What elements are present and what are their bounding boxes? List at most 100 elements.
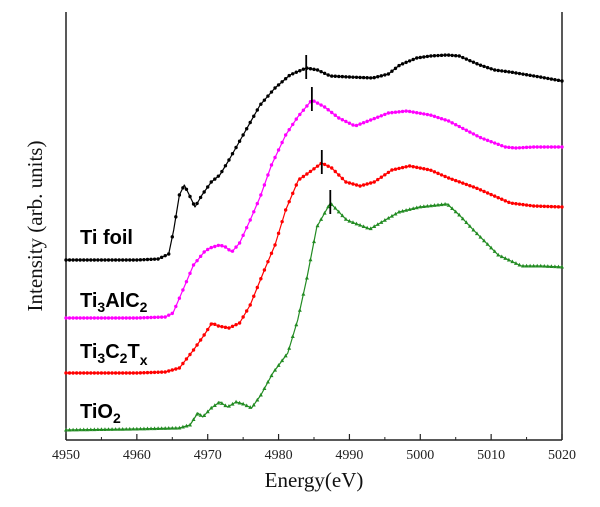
data-point	[354, 183, 359, 187]
data-point	[347, 121, 352, 125]
data-point	[149, 370, 153, 375]
data-point	[64, 427, 68, 432]
data-point	[489, 67, 493, 71]
data-point	[163, 253, 167, 258]
data-point	[255, 201, 260, 206]
data-point	[553, 145, 557, 149]
data-point	[397, 63, 401, 68]
data-point	[443, 118, 447, 122]
data-point	[333, 113, 337, 117]
data-point	[220, 169, 224, 174]
data-point	[71, 371, 75, 375]
data-point	[237, 241, 242, 245]
data-point	[138, 371, 143, 375]
data-point	[159, 255, 164, 260]
data-point	[301, 291, 306, 296]
data-point	[269, 90, 274, 94]
data-point	[110, 258, 114, 262]
data-point	[496, 252, 501, 257]
data-point	[333, 74, 337, 78]
data-point	[230, 401, 235, 406]
data-point	[330, 74, 334, 78]
data-point	[517, 71, 522, 76]
data-point	[489, 245, 494, 250]
data-point	[322, 71, 327, 76]
data-point	[400, 109, 405, 114]
data-point	[128, 371, 132, 375]
data-point	[85, 316, 89, 320]
data-point	[191, 263, 196, 267]
data-point	[521, 145, 525, 150]
data-point	[174, 367, 178, 371]
data-point	[453, 209, 458, 214]
data-point	[290, 334, 295, 338]
data-point	[96, 371, 100, 375]
data-point	[471, 132, 476, 136]
data-point	[99, 316, 104, 320]
data-point	[241, 315, 245, 319]
data-point	[376, 177, 380, 182]
data-point	[269, 163, 274, 167]
data-point	[531, 204, 536, 208]
data-point	[205, 409, 210, 414]
data-point	[259, 102, 263, 106]
data-point	[241, 133, 245, 137]
data-point	[152, 370, 157, 375]
data-point	[159, 370, 164, 374]
data-point	[503, 145, 508, 149]
data-point	[322, 210, 327, 215]
data-point	[312, 99, 316, 103]
data-point	[301, 174, 306, 179]
data-point	[432, 114, 437, 119]
data-point	[354, 221, 359, 226]
data-point	[177, 425, 182, 430]
data-point	[149, 315, 153, 320]
data-point	[195, 411, 200, 416]
data-point	[198, 413, 203, 417]
data-point	[301, 67, 306, 71]
data-point	[163, 370, 167, 374]
data-point	[535, 204, 539, 208]
data-point	[156, 315, 160, 319]
data-point	[542, 76, 546, 80]
data-point	[326, 204, 331, 209]
data-point	[507, 200, 511, 205]
data-point	[368, 118, 373, 122]
data-point	[237, 321, 242, 325]
data-point	[474, 231, 479, 236]
data-point	[376, 115, 380, 119]
data-point	[400, 165, 405, 170]
data-point	[344, 180, 348, 184]
data-point	[468, 183, 472, 188]
data-point	[181, 361, 185, 366]
data-point	[237, 139, 242, 143]
data-point	[223, 164, 228, 168]
data-point	[553, 205, 557, 209]
series-label-tio2: TiO2	[80, 401, 121, 426]
data-point	[418, 55, 422, 60]
data-point	[124, 258, 128, 262]
data-point	[216, 400, 221, 405]
data-point	[262, 268, 267, 272]
data-point	[152, 315, 157, 320]
series-label-ti3c2tx: Ti3C2Tx	[80, 341, 148, 368]
data-point	[337, 173, 341, 177]
data-point	[184, 423, 189, 428]
data-point	[464, 220, 469, 224]
data-point	[142, 371, 146, 375]
data-point	[276, 83, 281, 87]
data-point	[291, 191, 295, 196]
data-point	[294, 322, 299, 327]
data-point	[478, 135, 483, 140]
data-point	[273, 367, 278, 372]
data-point	[177, 193, 182, 197]
data-point	[365, 182, 369, 186]
data-point	[350, 220, 355, 224]
data-point	[181, 288, 185, 292]
data-point	[517, 146, 522, 150]
data-point	[549, 145, 554, 149]
data-point	[415, 56, 419, 60]
data-point	[135, 258, 139, 262]
data-point	[96, 258, 100, 262]
data-point	[248, 303, 252, 307]
